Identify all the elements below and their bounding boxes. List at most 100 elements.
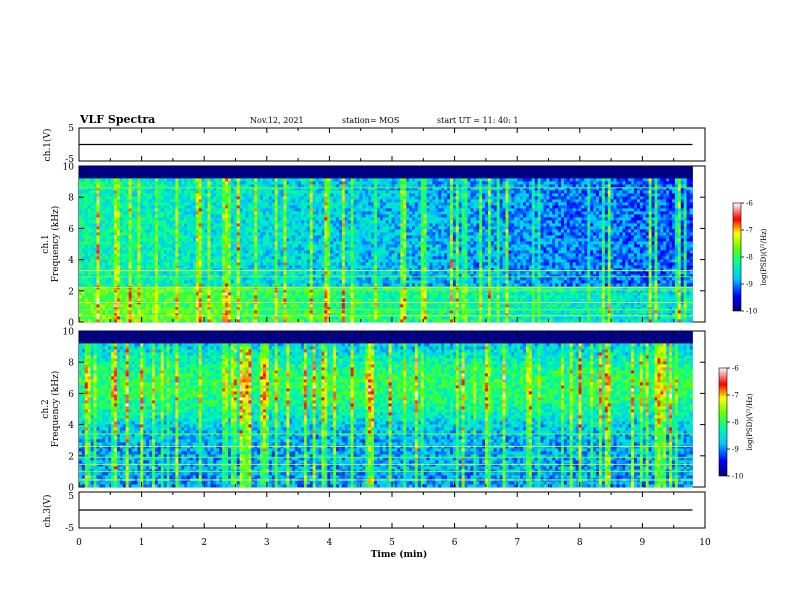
spectrogram-cell <box>237 283 240 286</box>
spectrogram-cell <box>167 226 170 229</box>
spectrogram-cell <box>234 271 237 274</box>
spectrogram-cell <box>143 193 146 196</box>
spectrogram-cell <box>199 190 202 193</box>
spectrogram-cell <box>149 211 152 214</box>
spectrogram-cell <box>181 256 184 259</box>
spectrogram-cell <box>82 241 85 244</box>
spectrogram-cell <box>105 229 108 232</box>
spectrogram-cell <box>155 253 158 256</box>
spectrogram-cell <box>193 175 196 178</box>
spectrogram-cell <box>213 190 216 193</box>
spectrogram-cell <box>234 253 237 256</box>
spectrogram-cell <box>184 295 187 298</box>
spectrogram-cell <box>327 283 330 286</box>
spectrogram-cell <box>172 277 175 280</box>
spectrogram-cell <box>228 232 231 235</box>
spectrogram-cell <box>117 202 120 205</box>
spectrogram-cell <box>205 223 208 226</box>
spectrogram-cell <box>313 253 316 256</box>
spectrogram-cell <box>316 175 319 178</box>
spectrogram-cell <box>327 292 330 295</box>
spectrogram-cell <box>193 223 196 226</box>
spectrogram-cell <box>97 292 100 295</box>
ch1-ytick-top: 5 <box>68 124 74 134</box>
spectrogram-cell <box>85 175 88 178</box>
spectrogram-cell <box>123 244 126 247</box>
spectrogram-cell <box>132 202 135 205</box>
spectrogram-cell <box>298 178 301 181</box>
spectrogram-cell <box>234 202 237 205</box>
spectrogram-cell <box>85 229 88 232</box>
spectrogram-cell <box>149 190 152 193</box>
spectrogram-cell <box>289 223 292 226</box>
spectrogram-cell <box>216 238 219 241</box>
spectrogram-cell <box>190 190 193 193</box>
spectrogram-cell <box>117 316 120 319</box>
spectrogram-cell <box>304 292 307 295</box>
spectrogram-cell <box>132 295 135 298</box>
spectrogram-cell <box>120 265 123 268</box>
spectrogram-cell <box>234 235 237 238</box>
spectrogram-cell <box>222 250 225 253</box>
spectrogram-cell <box>152 166 155 169</box>
spectrogram-cell <box>149 265 152 268</box>
spectrogram-cell <box>345 265 348 268</box>
spectrogram-cell <box>219 214 222 217</box>
spectrogram-cell <box>240 202 243 205</box>
spectrogram-cell <box>135 283 138 286</box>
spectrogram-cell <box>187 205 190 208</box>
spectrogram-cell <box>117 310 120 313</box>
spectrogram-cell <box>272 181 275 184</box>
spectrogram-cell <box>140 271 143 274</box>
spectrogram-cell <box>225 232 228 235</box>
spectrogram-cell <box>105 265 108 268</box>
spectrogram-cell <box>135 235 138 238</box>
spectrogram-cell <box>161 277 164 280</box>
spectrogram-cell <box>298 220 301 223</box>
spectrogram-cell <box>129 298 132 301</box>
spectrogram-cell <box>184 223 187 226</box>
spectrogram-cell <box>205 295 208 298</box>
spectrogram-cell <box>263 238 266 241</box>
spectrogram-cell <box>310 271 313 274</box>
spectrogram-cell <box>85 226 88 229</box>
spectrogram-cell <box>266 262 269 265</box>
spectrogram-cell <box>135 196 138 199</box>
spectrogram-cell <box>167 208 170 211</box>
spectrogram-cell <box>354 259 357 262</box>
spectrogram-cell <box>260 253 263 256</box>
spectrogram-cell <box>126 199 129 202</box>
spectrogram-cell <box>324 319 327 322</box>
spectrogram-cell <box>336 202 339 205</box>
spectrogram-cell <box>102 310 105 313</box>
spectrogram-cell <box>354 235 357 238</box>
spectrogram-cell <box>85 256 88 259</box>
spectrogram-cell <box>105 298 108 301</box>
spectrogram-cell <box>172 208 175 211</box>
spectrogram-cell <box>237 259 240 262</box>
spectrogram-cell <box>187 277 190 280</box>
spectrogram-cell <box>225 271 228 274</box>
spectrogram-cell <box>178 271 181 274</box>
spectrogram-cell <box>240 193 243 196</box>
spectrogram-cell <box>336 199 339 202</box>
spectrogram-cell <box>339 262 342 265</box>
spectrogram-cell <box>289 196 292 199</box>
spectrogram-cell <box>164 193 167 196</box>
spectrogram-cell <box>231 211 234 214</box>
spectrogram-cell <box>190 184 193 187</box>
spectrogram-cell <box>263 298 266 301</box>
spectrogram-cell <box>205 259 208 262</box>
spectrogram-cell <box>181 178 184 181</box>
spectrogram-cell <box>231 235 234 238</box>
spectrogram-cell <box>251 292 254 295</box>
spectrogram-cell <box>132 319 135 322</box>
spectrogram-cell <box>202 241 205 244</box>
spectrogram-cell <box>99 319 102 322</box>
spectrogram-cell <box>117 208 120 211</box>
spectrogram-cell <box>123 316 126 319</box>
spectrogram-cell <box>143 280 146 283</box>
spectrogram-cell <box>216 202 219 205</box>
spectrogram-cell <box>97 199 100 202</box>
spectrogram-cell <box>187 271 190 274</box>
